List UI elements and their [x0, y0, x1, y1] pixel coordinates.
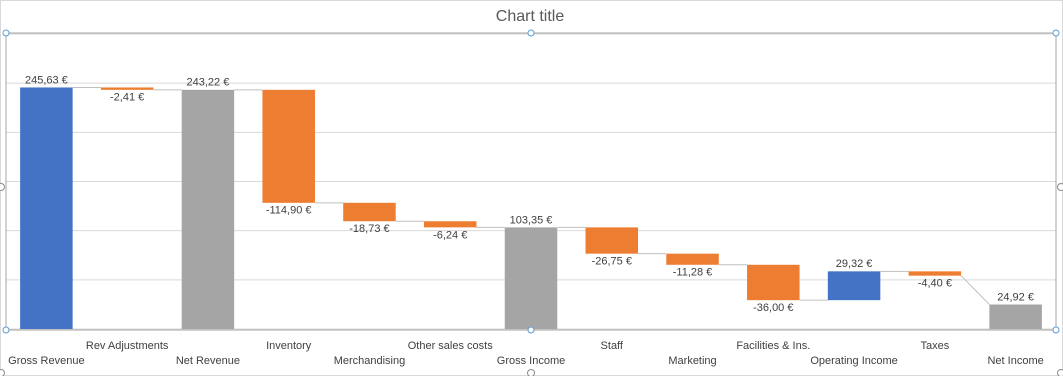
plot-area: 245,63 € Gross Revenue -2,41 € Rev Adjustme…	[6, 33, 1056, 367]
bar	[989, 304, 1042, 329]
bar	[181, 89, 235, 329]
bar	[585, 227, 639, 254]
data-label: -18,73 €	[349, 223, 389, 235]
data-label: -26,75 €	[592, 256, 632, 268]
bar	[20, 87, 73, 329]
bar	[343, 202, 396, 222]
chart-handles	[0, 183, 1063, 376]
bar	[827, 271, 881, 301]
x-tick-label: Gross Revenue	[8, 355, 84, 367]
bar	[908, 271, 962, 276]
x-tick-label: Marketing	[668, 355, 716, 367]
x-tick-label: Rev Adjustments	[86, 340, 169, 352]
x-tick-label: Gross Income	[497, 355, 565, 367]
data-label: -114,90 €	[266, 205, 312, 217]
data-label: 29,32 €	[836, 258, 873, 270]
bar	[423, 221, 477, 228]
data-label: 243,22 €	[187, 77, 230, 89]
x-tick-label: Facilities & Ins.	[736, 340, 810, 352]
x-tick-label: Net Income	[987, 355, 1043, 367]
bar	[747, 264, 800, 301]
x-tick-label: Inventory	[266, 340, 312, 352]
bar	[262, 89, 315, 203]
bar	[504, 227, 558, 329]
data-label: -2,41 €	[110, 92, 144, 104]
x-tick-label: Operating Income	[810, 355, 897, 367]
data-label: 245,63 €	[25, 74, 68, 86]
x-tick-label: Taxes	[920, 340, 949, 352]
bar	[100, 87, 154, 90]
data-label: -11,28 €	[673, 267, 713, 279]
x-tick-label: Other sales costs	[408, 340, 493, 352]
chart-title: Chart title	[496, 8, 565, 25]
data-label: 103,35 €	[510, 214, 553, 226]
x-tick-label: Staff	[601, 340, 624, 352]
data-label: 24,92 €	[997, 291, 1034, 303]
x-tick-label: Merchandising	[334, 355, 406, 367]
x-tick-label: Net Revenue	[176, 355, 240, 367]
data-label: -6,24 €	[433, 229, 467, 241]
plot-handles	[2, 29, 1060, 334]
data-label: -36,00 €	[753, 302, 793, 314]
connector	[960, 275, 990, 305]
bar	[666, 253, 719, 265]
data-label: -4,40 €	[918, 278, 952, 290]
